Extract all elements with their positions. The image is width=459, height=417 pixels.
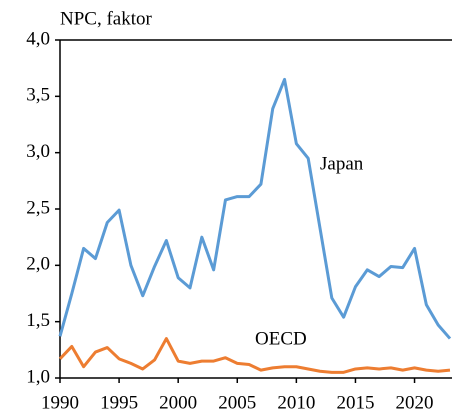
x-tick-label: 2010 xyxy=(277,392,315,413)
series-label: Japan xyxy=(320,153,364,174)
x-tick-label: 1990 xyxy=(41,392,79,413)
x-tick-label: 2015 xyxy=(336,392,374,413)
y-tick-label: 4,0 xyxy=(26,28,50,49)
y-tick-label: 3,5 xyxy=(26,85,50,106)
x-tick-label: 2005 xyxy=(218,392,256,413)
y-tick-label: 3,0 xyxy=(26,141,50,162)
y-tick-label: 2,0 xyxy=(26,254,50,275)
series-label: OECD xyxy=(255,328,307,349)
x-tick-label: 2000 xyxy=(159,392,197,413)
series-line xyxy=(58,77,452,340)
y-tick-label: 1,0 xyxy=(26,366,50,387)
y-tick-label: 1,5 xyxy=(26,310,50,331)
y-tick-label: 2,5 xyxy=(26,197,50,218)
chart-title: NPC, faktor xyxy=(60,8,153,29)
series-line xyxy=(58,337,451,374)
x-tick-label: 2020 xyxy=(396,392,434,413)
x-tick-label: 1995 xyxy=(100,392,138,413)
